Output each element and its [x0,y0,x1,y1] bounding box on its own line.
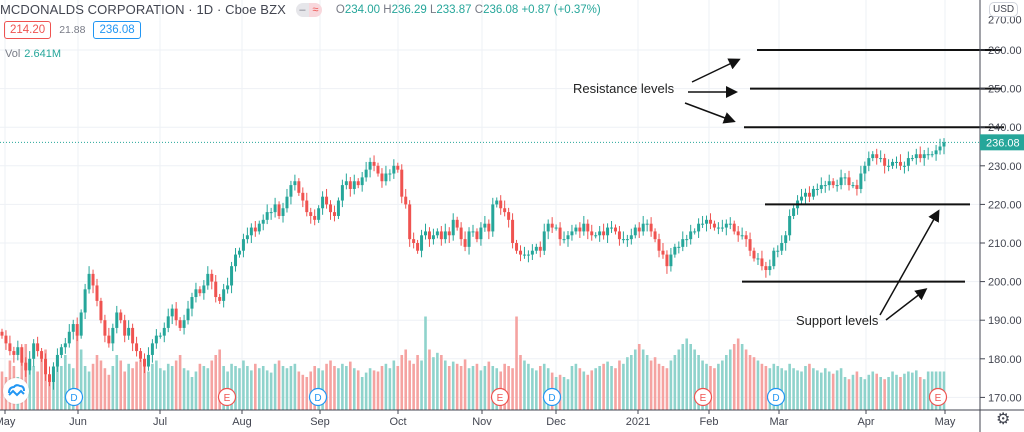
x-tick-label: Sep [310,416,330,428]
y-tick-label: 210.00 [988,238,1022,250]
symbol-title[interactable]: MCDONALDS CORPORATION · 1D · Cboe BZX [0,2,286,17]
resistance-levels-label: Resistance levels [573,81,675,96]
svg-text:D: D [70,393,77,404]
y-tick-label: 230.00 [988,161,1022,173]
svg-text:D: D [314,393,321,404]
y-tick-label: 170.00 [988,392,1022,404]
svg-text:E: E [700,393,707,404]
x-tick-label: Apr [857,416,874,428]
y-tick-label: 190.00 [988,315,1022,327]
x-tick-label: Jul [153,416,167,428]
compare-icon[interactable]: ≈ [308,2,322,17]
support-levels-label: Support levels [796,313,879,328]
earnings-marker[interactable]: E [928,387,948,407]
dividend-marker[interactable]: D [64,387,84,407]
spread-value: 21.88 [59,24,86,36]
earnings-marker[interactable]: E [693,387,713,407]
high-value: 236.29 [391,3,427,16]
x-tick-label: Aug [232,416,252,428]
annotation-arrows [684,58,940,321]
y-tick-label: 240.00 [988,122,1022,134]
x-tick-label: May [935,416,956,428]
change-value: +0.87 (+0.37%) [521,3,601,16]
sell-price-button[interactable]: 214.20 [4,21,52,39]
svg-text:E: E [935,393,942,404]
x-tick-label: Dec [546,416,566,428]
svg-text:E: E [497,393,504,404]
settings-gear-icon[interactable]: ⚙ [996,411,1011,428]
earnings-marker[interactable]: E [490,387,510,407]
open-value: 234.00 [344,3,381,16]
volume-bars [0,316,946,410]
cloud-logo-icon [8,384,25,397]
y-tick-label: 260.00 [988,45,1022,57]
hide-icon[interactable]: – [295,2,309,17]
x-tick-label: May [0,416,16,428]
volume-legend: Vol 2.641M [5,48,61,60]
earnings-marker[interactable]: E [217,387,237,407]
x-tick-label: Oct [389,416,406,428]
dividend-marker[interactable]: D [766,387,786,407]
tradingview-logo[interactable] [3,378,29,404]
last-price-label: 236.08 [986,137,1020,149]
x-tick-label: Nov [472,416,492,428]
x-tick-label: Feb [700,416,719,428]
ohlc-values: O234.00 H236.29 L233.87 C236.08 +0.87 (+… [336,4,601,16]
svg-text:D: D [772,393,779,404]
legend-toggle-pill[interactable]: – ≈ [295,2,322,17]
svg-text:D: D [548,393,555,404]
open-label: O [335,3,345,16]
chart-grid [0,0,980,410]
x-tick-label: 2021 [626,416,650,428]
x-tick-label: Jun [69,416,87,428]
svg-text:270.00: 270.00 [988,14,1022,26]
bid-ask-row: 214.20 21.88 236.08 [4,21,141,39]
high-label: H [383,3,392,16]
candlesticks [0,138,946,390]
currency-button[interactable]: USD [989,2,1019,17]
x-tick-label: Mar [770,416,789,428]
y-tick-label: 220.00 [988,199,1022,211]
close-label: C [474,3,484,16]
volume-value: 2.641M [24,48,61,60]
volume-label: Vol [5,48,21,60]
close-value: 236.08 [483,3,519,16]
chart-legend-header: MCDONALDS CORPORATION · 1D · Cboe BZX – … [0,2,601,17]
dividend-marker[interactable]: D [542,387,562,407]
low-value: 233.87 [436,3,472,16]
svg-text:E: E [224,393,231,404]
low-label: L [429,3,437,16]
y-tick-label: 180.00 [988,354,1022,366]
support-resistance-lines [742,49,1004,283]
buy-price-button[interactable]: 236.08 [93,21,141,39]
y-tick-label: 250.00 [988,84,1022,96]
dividend-marker[interactable]: D [308,387,328,407]
y-tick-label: 200.00 [988,277,1022,289]
